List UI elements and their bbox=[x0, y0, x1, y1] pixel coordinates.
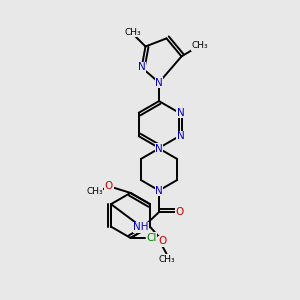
Text: CH₃: CH₃ bbox=[86, 187, 103, 196]
Text: N: N bbox=[155, 143, 163, 154]
Text: N: N bbox=[138, 62, 146, 73]
Text: Cl: Cl bbox=[146, 233, 157, 243]
Text: N: N bbox=[177, 131, 184, 141]
Text: CH₃: CH₃ bbox=[124, 28, 141, 37]
Text: NH: NH bbox=[133, 222, 149, 232]
Text: N: N bbox=[155, 185, 163, 196]
Text: CH₃: CH₃ bbox=[158, 254, 175, 263]
Text: N: N bbox=[177, 108, 184, 118]
Text: O: O bbox=[105, 181, 113, 191]
Text: N: N bbox=[155, 77, 163, 88]
Text: O: O bbox=[159, 236, 167, 246]
Text: CH₃: CH₃ bbox=[192, 41, 208, 50]
Text: O: O bbox=[175, 207, 184, 217]
